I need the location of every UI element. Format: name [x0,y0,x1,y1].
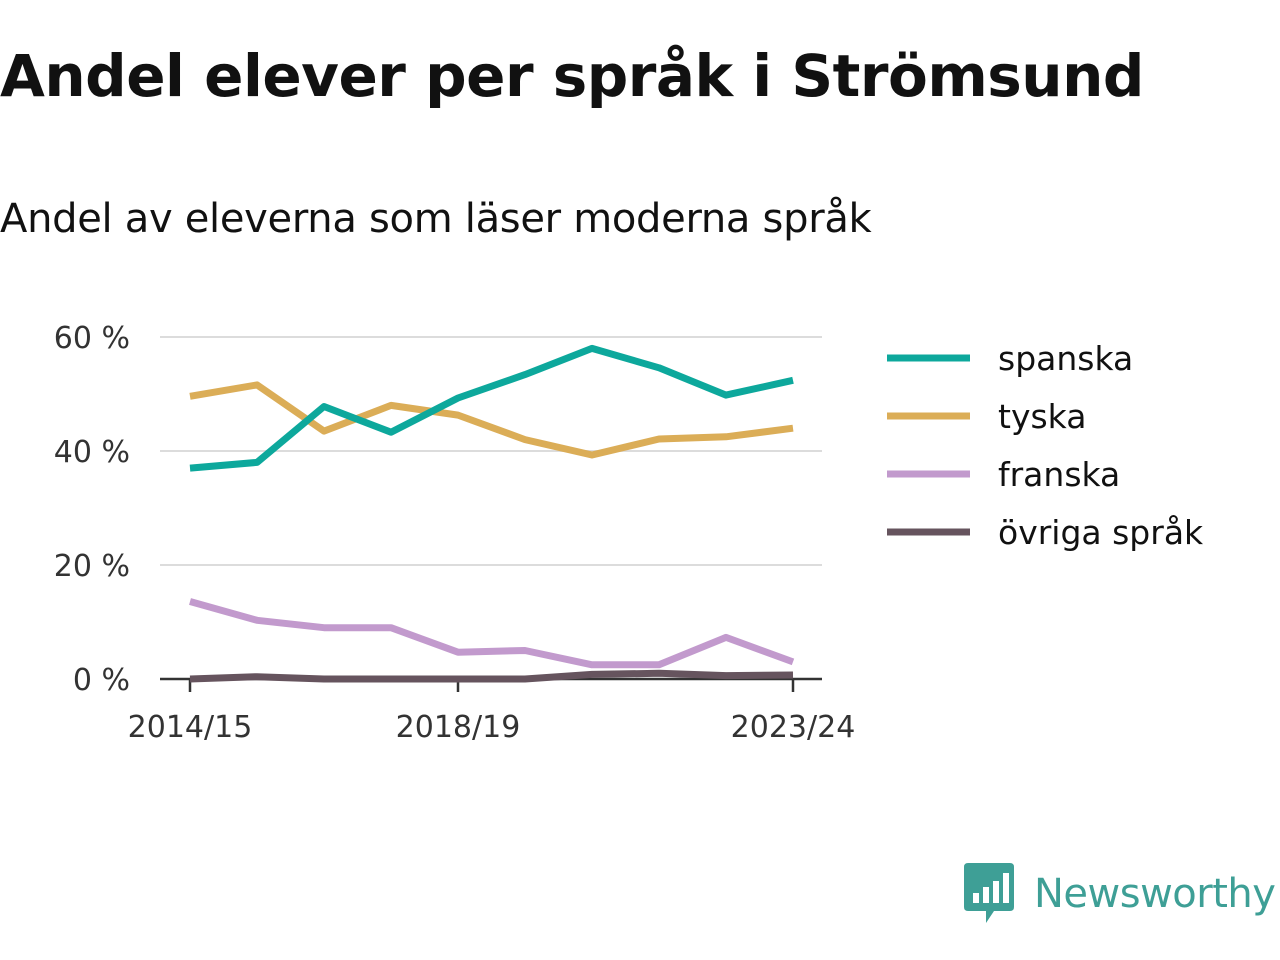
legend-label: tyska [998,397,1086,436]
y-tick-label: 20 % [54,549,130,584]
brand-name: Newsworthy [1034,871,1276,917]
series-lines [189,344,795,683]
series-line-tyska [189,381,794,459]
newsworthy-logo-icon [964,863,1014,923]
grid-lines [160,336,822,566]
x-tick-label: 2018/19 [396,710,521,745]
x-tick-label: 2014/15 [128,710,253,745]
y-tick-label: 40 % [54,435,130,470]
brand: Newsworthy [964,862,1276,926]
x-axis: 2014/15 2018/19 2023/24 [128,677,856,745]
chart-subtitle: Andel av eleverna som läser moderna språ… [0,196,872,242]
series-line-spanska [189,344,794,472]
legend: spanska tyska franska övriga språk [887,339,1204,552]
series-line-övriga-språk [189,669,794,683]
y-axis-ticks: 0 % 20 % 40 % 60 % [54,321,130,698]
legend-label: franska [998,455,1120,494]
chart-title: Andel elever per språk i Strömsund [0,42,1144,110]
series-line-franska [189,598,795,669]
legend-label: spanska [998,339,1133,378]
legend-label: övriga språk [998,513,1204,552]
y-tick-label: 60 % [54,321,130,356]
y-tick-label: 0 % [73,663,130,698]
x-tick-label: 2023/24 [731,710,856,745]
